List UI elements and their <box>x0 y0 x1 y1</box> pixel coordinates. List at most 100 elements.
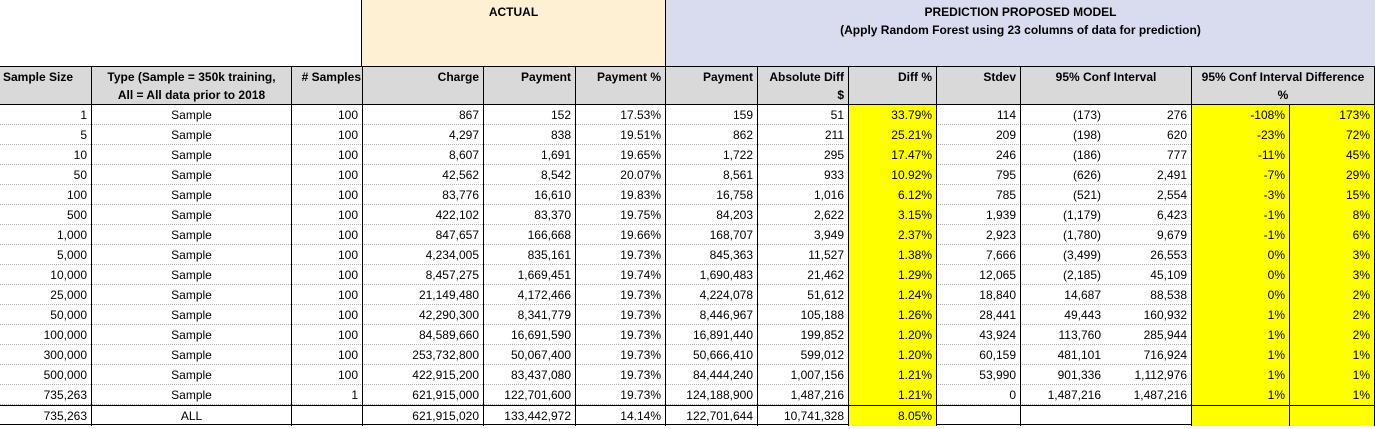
table-row: 1 Sample 100 867 152 17.53% 159 51 33.79% 114 (173… <box>0 105 1375 125</box>
cell-payment: 8,542 <box>483 165 575 185</box>
cell-ci-low: (186) <box>1020 145 1105 165</box>
col-type-line2: All = All data prior to 2018 <box>117 88 266 102</box>
cell-sample-size: 500,000 <box>43 368 87 382</box>
band-header: ACTUAL PREDICTION PROPOSED MODEL (Apply … <box>0 0 1375 66</box>
prediction-band: PREDICTION PROPOSED MODEL (Apply Random … <box>665 0 1375 66</box>
cell-stdev: 246 <box>936 145 1020 165</box>
cell-pred-payment: 862 <box>665 125 757 145</box>
cell-ci-low: (521) <box>1020 185 1105 205</box>
cell-sample-size: 1,000 <box>56 228 87 242</box>
cell-ci-high: 26,553 <box>1150 248 1187 262</box>
cell-payment: 1,691 <box>483 145 575 165</box>
cell-charge: 422,102 <box>362 205 483 225</box>
cell-ci-diff-high: 15% <box>1289 185 1375 205</box>
cell-diff-pct: 10.92% <box>848 165 936 185</box>
cell-pred-payment: 1,722 <box>665 145 757 165</box>
cell-ci-diff-high: 1% <box>1289 365 1375 385</box>
cell-payment: 4,172,466 <box>483 285 575 305</box>
cell-num-samples: 100 <box>291 125 362 145</box>
cell-charge: 4,234,005 <box>362 245 483 265</box>
cell-payment-pct: 19.66% <box>575 225 665 245</box>
cell-pred-payment: 1,690,483 <box>665 265 757 285</box>
cell-ci-diff-high: 3% <box>1289 245 1375 265</box>
cell-ci-diff-low: 1% <box>1191 325 1289 345</box>
cell-diff-pct: 25.21% <box>848 125 936 145</box>
cell-num-samples: 100 <box>291 345 362 365</box>
cell-pred-payment: 8,561 <box>665 165 757 185</box>
cell-sample-size: 5 <box>80 128 87 142</box>
cell-absolute-diff: 105,188 <box>757 305 848 325</box>
col-absolute-diff-line2: $ <box>837 88 844 102</box>
cell-charge: 8,607 <box>362 145 483 165</box>
cell-ci-high: 276 <box>1166 108 1187 122</box>
cell-stdev: 53,990 <box>936 365 1020 385</box>
cell-pred-payment: 124,188,900 <box>665 385 757 405</box>
cell-charge: 422,915,200 <box>362 365 483 385</box>
table-row: 10,000 Sample 100 8,457,275 1,669,451 19.74% 1… <box>0 265 1375 285</box>
cell-sample-size: 10 <box>73 148 87 162</box>
cell-num-samples: 100 <box>291 145 362 165</box>
col-conf-interval-diff: 95% Conf Interval Difference % <box>1191 67 1375 104</box>
cell-stdev: 60,159 <box>936 345 1020 365</box>
cell-absolute-diff: 1,487,216 <box>757 385 848 405</box>
cell-ci-diff-high: 173% <box>1289 105 1375 125</box>
table-row: 100,000 Sample 100 84,589,660 16,691,590 19.7… <box>0 325 1375 345</box>
cell-stdev: 0 <box>936 385 1020 405</box>
cell-payment-pct: 17.53% <box>575 105 665 125</box>
cell-ci-high: 620 <box>1166 128 1187 142</box>
cell-charge: 847,657 <box>362 225 483 245</box>
cell-absolute-diff: 599,012 <box>757 345 848 365</box>
cell-stdev: 28,441 <box>936 305 1020 325</box>
cell-diff-pct: 1.20% <box>848 325 936 345</box>
table-row: 735,263 Sample 1 621,915,000 122,701,600 19.7… <box>0 385 1375 405</box>
cell-diff-pct: 1.21% <box>848 365 936 385</box>
col-pred-payment: Payment <box>665 67 757 104</box>
cell-sample-size: 5,000 <box>56 248 87 262</box>
cell-ci-high: 6,423 <box>1156 208 1187 222</box>
cell-payment-pct: 19.73% <box>575 365 665 385</box>
cell-payment: 1,669,451 <box>483 265 575 285</box>
cell-ci-diff-low: -11% <box>1191 145 1289 165</box>
cell-payment: 152 <box>483 105 575 125</box>
table-row: 100 Sample 100 83,776 16,610 19.83% 16,758 1,01… <box>0 185 1375 205</box>
cell-payment-pct: 19.75% <box>575 205 665 225</box>
cell-ci-diff-low: -3% <box>1191 185 1289 205</box>
cell-payment: 122,701,600 <box>483 385 575 405</box>
cell-type: Sample <box>91 165 291 185</box>
cell-diff-pct: 1.20% <box>848 345 936 365</box>
cell-diff-pct: 1.29% <box>848 265 936 285</box>
cell-payment: 835,161 <box>483 245 575 265</box>
cell-diff-pct: 1.21% <box>848 385 936 405</box>
cell-ci-diff-high: 1% <box>1289 345 1375 365</box>
cell-ci-low: (3,499) <box>1020 245 1105 265</box>
cell-payment: 166,668 <box>483 225 575 245</box>
cell-ci-diff-low: 1% <box>1191 345 1289 365</box>
table-row: 10 Sample 100 8,607 1,691 19.65% 1,722 295 17.47… <box>0 145 1375 165</box>
cell-type: Sample <box>91 265 291 285</box>
cell-diff-pct: 17.47% <box>848 145 936 165</box>
cell-payment: 133,442,972 <box>483 406 575 426</box>
cell-ci-diff-low: -23% <box>1191 125 1289 145</box>
cell-sample-size: 1 <box>80 108 87 122</box>
cell-charge: 4,297 <box>362 125 483 145</box>
cell-ci-diff-high: 3% <box>1289 265 1375 285</box>
cell-ci-diff-high: 2% <box>1289 285 1375 305</box>
cell-ci-high: 160,932 <box>1143 308 1187 322</box>
cell-ci-low: (626) <box>1020 165 1105 185</box>
cell-diff-pct: 8.05% <box>848 406 936 426</box>
cell-ci-diff-high: 1% <box>1289 385 1375 405</box>
cell-diff-pct: 1.24% <box>848 285 936 305</box>
cell-payment: 838 <box>483 125 575 145</box>
table-row: 500 Sample 100 422,102 83,370 19.75% 84,203 2,6… <box>0 205 1375 225</box>
cell-num-samples: 100 <box>291 325 362 345</box>
cell-payment: 50,067,400 <box>483 345 575 365</box>
cell-payment: 16,610 <box>483 185 575 205</box>
cell-charge: 8,457,275 <box>362 265 483 285</box>
column-header-row: Sample Size Type (Sample = 350k training… <box>0 66 1375 105</box>
cell-type: Sample <box>91 325 291 345</box>
cell-pred-payment: 8,446,967 <box>665 305 757 325</box>
table-row: 25,000 Sample 100 21,149,480 4,172,466 19.73%… <box>0 285 1375 305</box>
cell-ci-diff-high: 2% <box>1289 325 1375 345</box>
cell-payment-pct: 19.73% <box>575 325 665 345</box>
